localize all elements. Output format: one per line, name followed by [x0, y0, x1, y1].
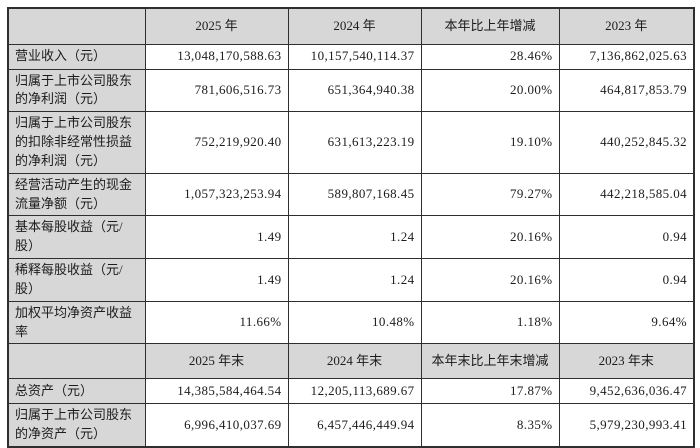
cell-value: 1,057,323,253.94 [144, 172, 289, 217]
cell-value: 752,219,920.40 [144, 111, 289, 174]
cell-value: 6,457,446,449.94 [287, 403, 422, 448]
cell-value: 11.66% [144, 300, 289, 345]
cell-value: 651,364,940.38 [287, 68, 422, 113]
cell-value: 1.18% [420, 300, 560, 345]
row-label: 加权平均净资产收益率 [7, 300, 146, 345]
header-year-end-2023: 2023 年末 [558, 343, 695, 380]
cell-value: 464,817,853.79 [558, 68, 695, 113]
row-label: 归属于上市公司股东的扣除非经常性损益的净利润（元） [7, 111, 146, 174]
table-row-diluted-eps: 稀释每股收益（元/股） 1.49 1.24 20.16% 0.94 [7, 258, 695, 302]
cell-value: 440,252,845.32 [558, 111, 695, 174]
cell-value: 19.10% [420, 111, 560, 174]
cell-value: 6,996,410,037.69 [144, 403, 289, 448]
cell-value: 631,613,223.19 [287, 111, 422, 174]
table-row-revenue: 营业收入（元） 13,048,170,588.63 10,157,540,114… [7, 43, 695, 70]
cell-value: 1.24 [287, 258, 422, 302]
table-row-operating-cash-flow: 经营活动产生的现金流量净额（元） 1,057,323,253.94 589,80… [7, 172, 695, 217]
financial-summary-table: 2025 年 2024 年 本年比上年增减 2023 年 营业收入（元） 13,… [7, 7, 695, 448]
cell-value: 28.46% [420, 43, 560, 70]
cell-value: 7,136,862,025.63 [558, 43, 695, 70]
cell-value: 13,048,170,588.63 [144, 43, 289, 70]
table-row-basic-eps: 基本每股收益（元/股） 1.49 1.24 20.16% 0.94 [7, 215, 695, 260]
cell-value: 79.27% [420, 172, 560, 217]
row-label: 归属于上市公司股东的净资产（元） [7, 403, 146, 448]
row-label: 稀释每股收益（元/股） [7, 258, 146, 302]
table-row-net-profit: 归属于上市公司股东的净利润（元） 781,606,516.73 651,364,… [7, 68, 695, 113]
cell-value: 9.64% [558, 300, 695, 345]
cell-value: 0.94 [558, 258, 695, 302]
header-year-2025: 2025 年 [144, 7, 289, 45]
cell-value: 20.16% [420, 258, 560, 302]
header-blank-cell [7, 7, 146, 45]
table-row-total-assets: 总资产（元） 14,385,584,464.54 12,205,113,689.… [7, 378, 695, 405]
cell-value: 12,205,113,689.67 [287, 378, 422, 405]
row-label: 营业收入（元） [7, 43, 146, 70]
table-row-net-profit-excl-nonrecurring: 归属于上市公司股东的扣除非经常性损益的净利润（元） 752,219,920.40… [7, 111, 695, 174]
header-year-2023: 2023 年 [558, 7, 695, 45]
table-row-weighted-avg-roe: 加权平均净资产收益率 11.66% 10.48% 1.18% 9.64% [7, 300, 695, 345]
cell-value: 10,157,540,114.37 [287, 43, 422, 70]
cell-value: 9,452,636,036.47 [558, 378, 695, 405]
header-year-2024: 2024 年 [287, 7, 422, 45]
header-year-end-2025: 2025 年末 [144, 343, 289, 380]
cell-value: 5,979,230,993.41 [558, 403, 695, 448]
cell-value: 1.49 [144, 258, 289, 302]
row-label: 经营活动产生的现金流量净额（元） [7, 172, 146, 217]
cell-value: 14,385,584,464.54 [144, 378, 289, 405]
cell-value: 781,606,516.73 [144, 68, 289, 113]
cell-value: 589,807,168.45 [287, 172, 422, 217]
row-label: 总资产（元） [7, 378, 146, 405]
table-row-net-assets: 归属于上市公司股东的净资产（元） 6,996,410,037.69 6,457,… [7, 403, 695, 448]
header-yoy-change: 本年比上年增减 [420, 7, 560, 45]
cell-value: 0.94 [558, 215, 695, 260]
cell-value: 1.49 [144, 215, 289, 260]
cell-value: 1.24 [287, 215, 422, 260]
header-year-end-2024: 2024 年末 [287, 343, 422, 380]
row-label: 基本每股收益（元/股） [7, 215, 146, 260]
cell-value: 17.87% [420, 378, 560, 405]
cell-value: 442,218,585.04 [558, 172, 695, 217]
header-yoy-end-change: 本年末比上年末增减 [420, 343, 560, 380]
row-label: 归属于上市公司股东的净利润（元） [7, 68, 146, 113]
cell-value: 8.35% [420, 403, 560, 448]
period-end-header-row: 2025 年末 2024 年末 本年末比上年末增减 2023 年末 [7, 343, 695, 380]
header-blank-cell [7, 343, 146, 380]
cell-value: 20.00% [420, 68, 560, 113]
cell-value: 20.16% [420, 215, 560, 260]
cell-value: 10.48% [287, 300, 422, 345]
period-header-row: 2025 年 2024 年 本年比上年增减 2023 年 [7, 7, 695, 45]
